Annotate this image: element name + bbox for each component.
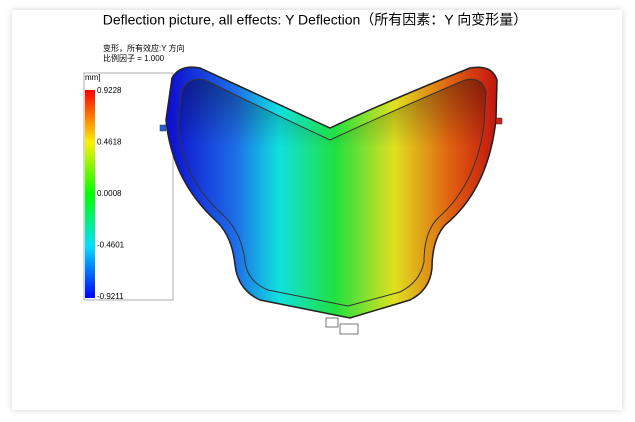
legend-box [83, 72, 174, 301]
legend-tick-label: 0.0008 [97, 189, 122, 198]
legend-tick-label: -0.4601 [97, 241, 125, 250]
legend-tick-label: -0.9211 [97, 292, 124, 301]
color-bar [85, 90, 95, 298]
legend-tick-label: 0.4618 [97, 138, 122, 147]
title: Deflection picture, all effects: Y Defle… [103, 12, 528, 28]
annotation: 变形，所有效应:Y 方向 [103, 43, 185, 53]
legend-tick-label: 0.9228 [97, 86, 122, 95]
annotation: 比例因子 = 1.000 [103, 53, 165, 63]
legend-unit: mm] [85, 73, 101, 82]
part-model [159, 66, 503, 335]
